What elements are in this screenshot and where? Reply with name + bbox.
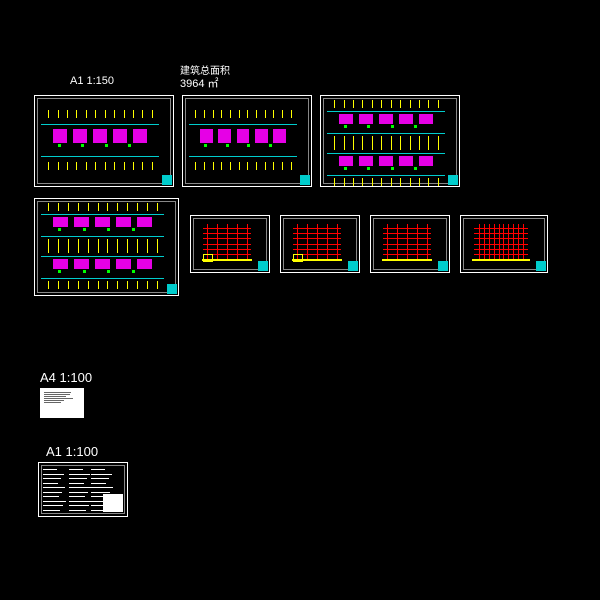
drawing-sheet <box>34 198 179 296</box>
drawing-sheet <box>190 215 270 273</box>
scale-label-a4-100: A4 1:100 <box>40 370 92 385</box>
area-value: 3964 ㎡ <box>180 75 219 91</box>
drawing-sheet <box>182 95 312 187</box>
drawing-sheet <box>280 215 360 273</box>
drawing-sheet <box>34 95 174 187</box>
drawing-sheet <box>370 215 450 273</box>
a1-notes-sheet <box>38 462 128 517</box>
scale-label-a1-100: A1 1:100 <box>46 444 98 459</box>
drawing-sheet <box>320 95 460 187</box>
drawing-sheet <box>460 215 548 273</box>
scale-label-a1-150: A1 1:150 <box>70 75 114 87</box>
a4-sheet <box>40 388 84 418</box>
